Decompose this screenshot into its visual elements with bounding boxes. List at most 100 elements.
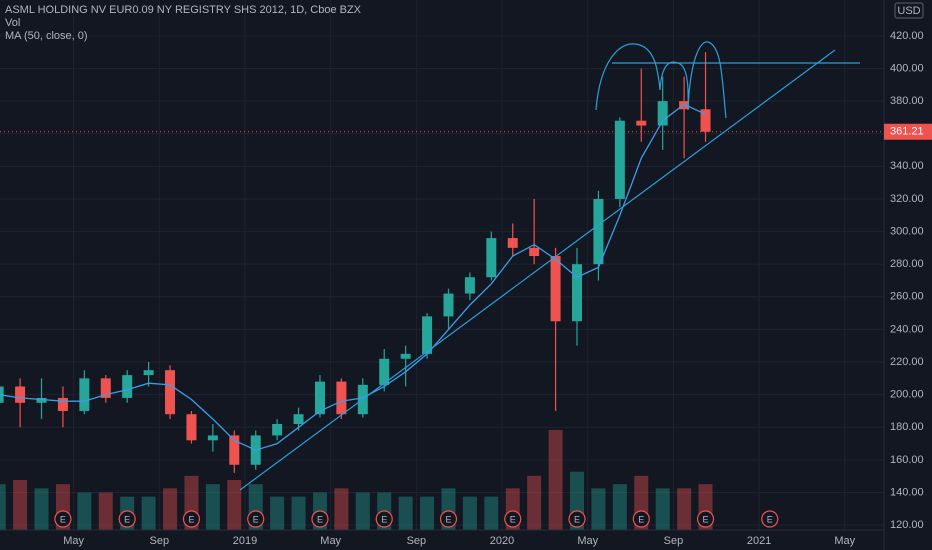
earnings-marker: [439, 510, 458, 528]
earnings-label: E: [317, 514, 323, 524]
candle-body: [15, 386, 26, 403]
x-tick-label: May: [577, 535, 598, 547]
earnings-marker: [118, 510, 136, 528]
candles: [0, 52, 711, 473]
earnings-marker: [311, 510, 329, 528]
volume-bar: [13, 480, 28, 530]
earnings-label: E: [445, 514, 451, 524]
x-tick-label: May: [63, 535, 84, 547]
volume-bar: [355, 492, 370, 530]
earnings-marker: [568, 510, 586, 528]
earnings-marker: [632, 510, 650, 528]
currency[interactable]: USD: [897, 5, 920, 17]
volume-bar: [98, 492, 113, 530]
candle-body: [143, 370, 154, 376]
x-tick-label: May: [834, 535, 855, 547]
candle-body: [186, 414, 197, 441]
last-price-label: 361.21: [890, 126, 924, 138]
candle-body: [486, 238, 497, 278]
y-tick-label: 180.00: [890, 421, 924, 433]
volume-bar: [291, 496, 306, 530]
volume-bar: [205, 484, 220, 530]
y-tick-label: 280.00: [890, 258, 924, 270]
candle-body: [593, 198, 604, 265]
x-tick-label: 2019: [233, 535, 257, 547]
volume-bar: [677, 488, 692, 530]
ma-label: MA (50, close, 0): [5, 30, 88, 42]
y-tick-label: 260.00: [890, 291, 924, 303]
candle-body: [614, 120, 625, 199]
candle-body: [336, 381, 347, 415]
x-tick-label: Sep: [664, 535, 684, 547]
last-price-tag: [884, 123, 932, 140]
volume-bar: [398, 496, 413, 530]
earnings-label: E: [253, 514, 259, 524]
volume-bar: [227, 480, 242, 530]
x-tick-label: Sep: [407, 535, 427, 547]
candle-body: [443, 293, 454, 317]
earnings-label: E: [510, 514, 516, 524]
earnings-marker: [54, 510, 72, 528]
drawings: [239, 41, 860, 491]
earnings-label: E: [188, 514, 194, 524]
earnings-label: E: [767, 514, 773, 524]
candle-body: [100, 378, 111, 398]
grid: [0, 0, 884, 530]
earnings-label: E: [574, 514, 580, 524]
y-tick-label: 120.00: [890, 519, 924, 531]
x-tick-label: 2020: [490, 535, 514, 547]
candle-body: [507, 238, 518, 248]
volume-bar: [270, 496, 285, 530]
candle-body: [379, 358, 390, 385]
volume-bar: [484, 496, 499, 530]
candle-body: [229, 435, 240, 465]
earnings-marker: [761, 510, 779, 528]
y-tick-label: 140.00: [890, 486, 924, 498]
candle-body: [550, 256, 561, 322]
earnings-label: E: [124, 514, 130, 524]
candle-body: [400, 353, 411, 359]
volume-bar: [420, 496, 435, 530]
ma-line: [0, 103, 706, 451]
candle-body: [207, 435, 218, 441]
earnings-label: E: [60, 514, 66, 524]
y-tick-label: 160.00: [890, 454, 924, 466]
x-tick-label: 2021: [747, 535, 771, 547]
y-tick-label: 380.00: [890, 95, 924, 107]
volume-pane: [0, 430, 713, 530]
y-tick-label: 240.00: [890, 323, 924, 335]
volume-bar: [655, 488, 670, 530]
chart-title: ASML HOLDING NV EUR0.09 NY REGISTRY SHS …: [5, 4, 362, 16]
volume-bar: [548, 430, 563, 530]
volume-bar: [612, 484, 627, 530]
candle-body: [529, 247, 540, 257]
candle-body: [272, 424, 283, 436]
candle-body: [657, 101, 668, 126]
earnings-marker: [696, 510, 715, 528]
earnings-marker: [247, 510, 265, 528]
earnings-marker: [375, 510, 393, 528]
candle-body: [636, 120, 647, 126]
volume-bar: [0, 484, 6, 530]
y-tick-label: 400.00: [890, 62, 924, 74]
candle-body: [422, 316, 433, 354]
candle-body: [165, 370, 176, 415]
candle-body: [314, 381, 325, 415]
y-tick-label: 320.00: [890, 193, 924, 205]
volume-bar: [462, 496, 477, 530]
y-tick-label: 220.00: [890, 356, 924, 368]
candle-body: [36, 397, 47, 403]
volume-label: Vol: [5, 17, 20, 29]
volume-bar: [141, 496, 156, 530]
earnings-marker: [182, 510, 201, 528]
earnings-label: E: [381, 514, 387, 524]
candle-body: [122, 375, 133, 398]
earnings-label: E: [638, 514, 644, 524]
volume-bar: [77, 492, 92, 530]
candle-body: [57, 397, 68, 411]
candle-body: [464, 277, 475, 294]
currency-box[interactable]: [894, 2, 924, 19]
